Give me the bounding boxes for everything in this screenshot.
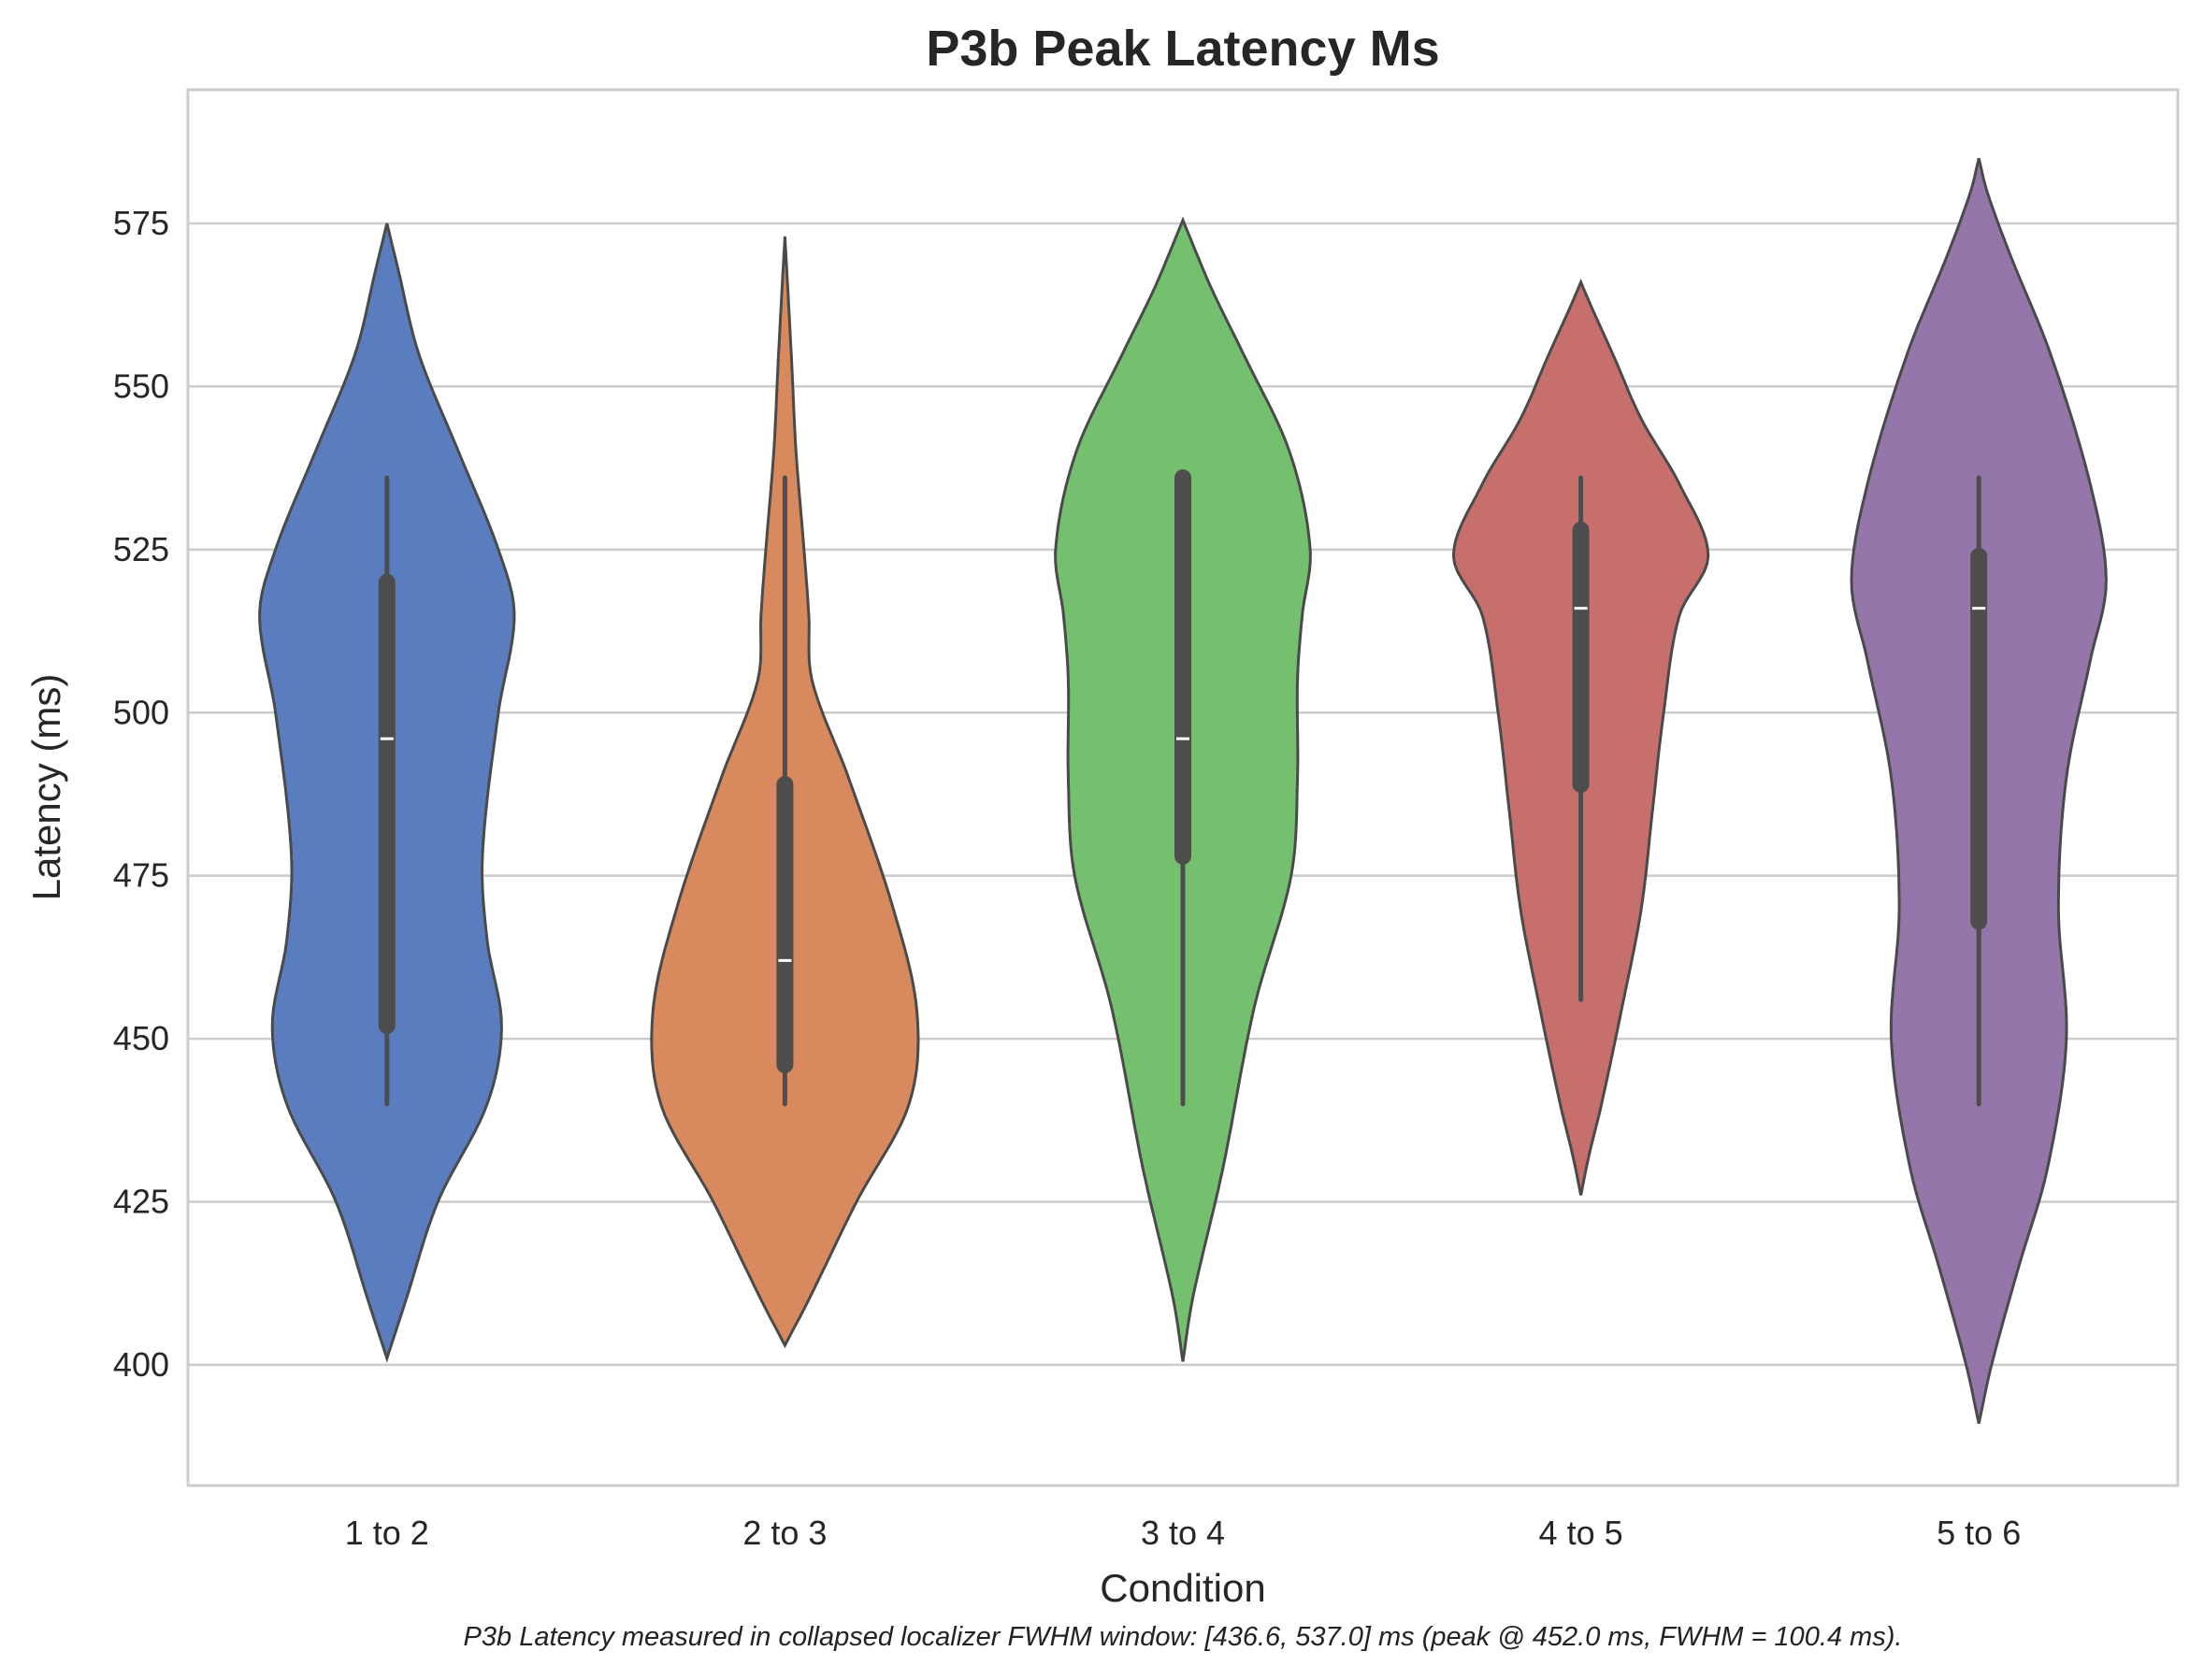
- x-tick-label: 1 to 2: [345, 1514, 429, 1552]
- chart-caption: P3b Latency measured in collapsed locali…: [464, 1622, 1903, 1652]
- y-tick-label: 425: [113, 1183, 169, 1221]
- x-tick-label: 3 to 4: [1141, 1514, 1225, 1552]
- y-tick-label: 575: [113, 204, 169, 242]
- y-tick-label: 550: [113, 366, 169, 405]
- y-tick-labels: 400 425 450 475 500 525 550 575: [113, 204, 169, 1384]
- chart-title: P3b Peak Latency Ms: [926, 21, 1439, 77]
- y-tick-label: 450: [113, 1019, 169, 1057]
- x-tick-labels: 1 to 2 2 to 3 3 to 4 4 to 5 5 to 6: [345, 1514, 2021, 1552]
- y-tick-label: 500: [113, 693, 169, 731]
- y-tick-label: 525: [113, 530, 169, 568]
- violins: [258, 157, 2108, 1425]
- x-tick-label: 2 to 3: [742, 1514, 827, 1552]
- y-axis-label: Latency (ms): [24, 674, 68, 901]
- x-axis-label: Condition: [1100, 1566, 1265, 1610]
- x-tick-label: 5 to 6: [1937, 1514, 2021, 1552]
- y-tick-label: 400: [113, 1345, 169, 1384]
- y-tick-label: 475: [113, 856, 169, 895]
- x-tick-label: 4 to 5: [1539, 1514, 1623, 1552]
- plot-frame: [186, 88, 2180, 1487]
